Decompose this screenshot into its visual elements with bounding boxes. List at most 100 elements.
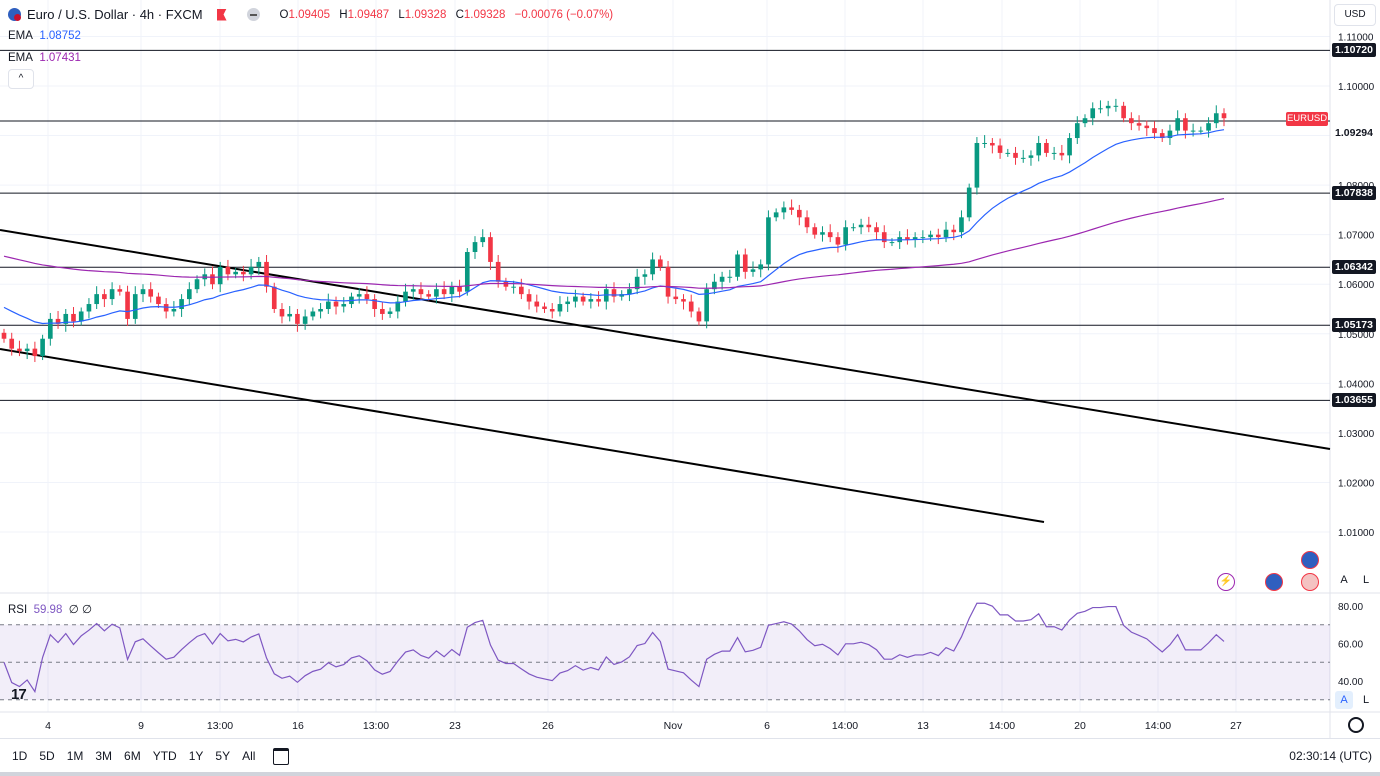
eu-event-icon[interactable] — [1265, 573, 1283, 591]
close-value: 1.09328 — [463, 8, 506, 21]
chart-canvas[interactable]: 1.110001.100001.090001.080001.070001.060… — [0, 0, 1380, 738]
candle-body — [820, 232, 825, 235]
candle-body — [171, 309, 177, 312]
rsi-log-scale-button[interactable]: L — [1362, 694, 1370, 706]
log-scale-button[interactable]: L — [1362, 574, 1370, 586]
candle-body — [889, 242, 895, 244]
candle-body — [920, 237, 926, 239]
candle-body — [1082, 118, 1088, 124]
time-tick-label: 20 — [1074, 720, 1086, 732]
range-5y[interactable]: 5Y — [215, 749, 231, 763]
candle-body — [773, 212, 779, 218]
symbol-title[interactable]: Euro / U.S. Dollar · 4h · FXCM — [27, 7, 203, 22]
low-value: 1.09328 — [404, 8, 447, 21]
candle-body — [1067, 138, 1072, 156]
candle-body — [24, 348, 30, 352]
range-5d[interactable]: 5D — [39, 749, 55, 763]
time-tick-label: Nov — [664, 720, 683, 732]
candle-body — [951, 229, 957, 233]
range-6m[interactable]: 6M — [124, 749, 141, 763]
candle-body — [1159, 133, 1165, 139]
open-value: 1.09405 — [288, 8, 331, 21]
go-to-date-icon[interactable] — [273, 747, 290, 765]
euro-flag-icon — [8, 8, 21, 21]
tradingview-logo[interactable]: 17 — [11, 686, 27, 703]
candle-body — [472, 242, 478, 253]
candle-body — [341, 304, 347, 307]
price-tick-label: 1.06000 — [1338, 280, 1375, 291]
candle-body — [1090, 108, 1096, 119]
candle-body — [789, 207, 794, 210]
candle-body — [750, 269, 756, 272]
range-3m[interactable]: 3M — [95, 749, 113, 763]
candle-body — [827, 232, 833, 238]
candle-body — [1020, 157, 1026, 159]
us-event-icon[interactable] — [1301, 573, 1319, 591]
rsi-tick-label: 80.00 — [1338, 602, 1363, 613]
candle-body — [611, 289, 617, 297]
candle-body — [549, 309, 555, 312]
price-tick-label: 1.03000 — [1338, 429, 1375, 440]
chart-settings-icon[interactable] — [1348, 717, 1364, 733]
candle-body — [287, 313, 293, 317]
upper-trend-line — [0, 229, 1331, 450]
candle-body — [117, 289, 123, 292]
clock-utc[interactable]: 02:30:14 (UTC) — [1289, 749, 1372, 763]
range-1d[interactable]: 1D — [12, 749, 28, 763]
ema-slow-legend[interactable]: EMA 1.07431 — [8, 52, 81, 64]
candle-body — [225, 266, 231, 275]
candle-body — [132, 294, 138, 319]
rsi-legend[interactable]: RSI 59.98 ∅ ∅ — [8, 604, 92, 616]
currency-selector[interactable]: USD — [1334, 4, 1376, 26]
candle-body — [403, 291, 408, 302]
range-ytd[interactable]: YTD — [152, 749, 177, 763]
candle-body — [1113, 105, 1119, 107]
candle-body — [943, 229, 949, 238]
candle-body — [1144, 125, 1150, 129]
rsi-tick-label: 40.00 — [1338, 677, 1363, 688]
candle-body — [565, 301, 570, 305]
time-tick-label: 9 — [138, 720, 144, 732]
minus-circle-icon[interactable] — [246, 8, 260, 21]
candle-body — [874, 227, 879, 233]
candle-body — [990, 142, 995, 146]
candle-body — [356, 294, 362, 297]
rsi-line — [3, 602, 1225, 694]
candle-body — [588, 299, 594, 302]
candle-body — [179, 299, 184, 309]
candle-body — [333, 301, 339, 307]
lower-trend-line — [0, 348, 1045, 523]
rsi-auto-scale-button[interactable]: A — [1335, 691, 1353, 709]
lightning-icon[interactable]: ⚡ — [1217, 573, 1235, 591]
range-1y[interactable]: 1Y — [188, 749, 204, 763]
auto-scale-button[interactable]: A — [1340, 574, 1348, 586]
candle-body — [86, 304, 92, 312]
price-tick-label: 1.07000 — [1338, 231, 1375, 242]
candle-body — [264, 261, 269, 287]
candle-body — [1059, 152, 1065, 156]
level-tag: 1.07838 — [1332, 186, 1376, 200]
candle-body — [302, 316, 308, 324]
candle-body — [418, 289, 424, 295]
time-tick-label: 13 — [917, 720, 929, 732]
range-1m[interactable]: 1M — [66, 749, 84, 763]
eu-event-icon[interactable] — [1301, 551, 1319, 569]
candle-body — [673, 296, 679, 300]
candle-body — [9, 338, 15, 349]
candle-body — [526, 294, 532, 302]
price-tick-label: 1.05000 — [1338, 330, 1375, 341]
candle-body — [1105, 105, 1111, 109]
candle-body — [580, 296, 586, 302]
time-tick-label: 16 — [292, 720, 304, 732]
market-closed-flag-icon[interactable] — [216, 8, 227, 21]
candle-body — [766, 217, 771, 265]
price-tick-label: 1.01000 — [1338, 528, 1375, 539]
candle-body — [866, 224, 872, 228]
range-all[interactable]: All — [242, 749, 256, 763]
candle-body — [1005, 152, 1011, 154]
collapse-legend-button[interactable]: ^ — [8, 69, 34, 89]
candle-body — [742, 254, 748, 272]
ema-fast-legend[interactable]: EMA 1.08752 — [8, 30, 81, 42]
candle-body — [781, 207, 787, 213]
candle-body — [974, 142, 980, 188]
